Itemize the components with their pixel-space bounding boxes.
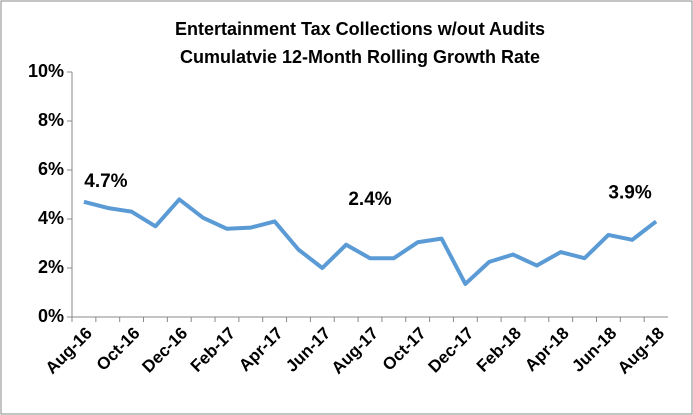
y-tick-label: 6% xyxy=(38,159,64,179)
chart-subtitle: Cumulatvie 12-Month Rolling Growth Rate xyxy=(180,47,540,67)
line-series xyxy=(83,197,658,286)
data-label: 4.7% xyxy=(84,171,127,192)
y-tick-label: 2% xyxy=(38,257,64,277)
y-tick-label: 10% xyxy=(28,61,64,81)
y-tick-label: 8% xyxy=(38,110,64,130)
data-label: 3.9% xyxy=(608,182,651,203)
y-tick-label: 4% xyxy=(38,208,64,228)
chart-title: Entertainment Tax Collections w/out Audi… xyxy=(175,19,545,39)
y-tick-label: 0% xyxy=(38,306,64,326)
data-label: 2.4% xyxy=(348,189,391,210)
